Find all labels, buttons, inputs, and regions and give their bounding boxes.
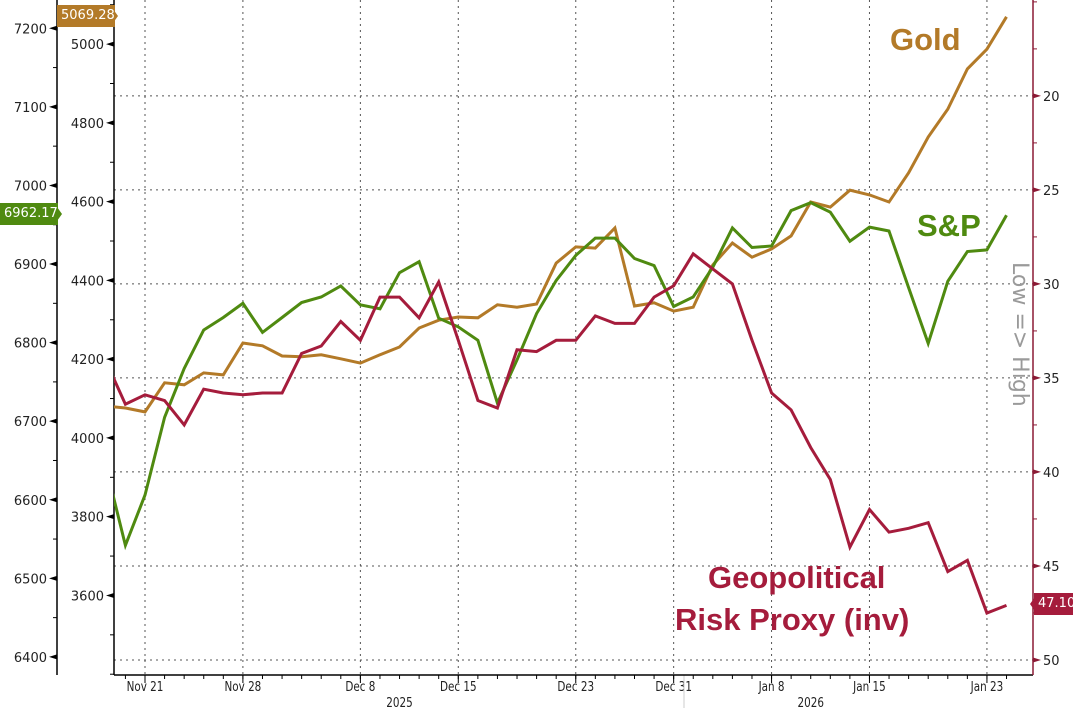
right-axis-title: Low => High — [1007, 262, 1032, 407]
x-year-label: 2026 — [797, 695, 823, 708]
gold-tick-label: 5000 — [71, 38, 104, 53]
series-line-gold — [114, 16, 1008, 414]
risk-series-label-line1: Geopolitical — [708, 560, 886, 595]
x-tick-label: Jan 15 — [852, 679, 885, 694]
gold-tick-label: 4400 — [71, 274, 104, 289]
gold-major-tick — [106, 277, 114, 283]
sp-tick-label: 6600 — [14, 494, 47, 509]
series-line-sp — [114, 201, 1008, 551]
risk-major-tick — [1033, 187, 1041, 193]
x-tick-label: Dec 23 — [557, 679, 594, 694]
risk-major-tick — [1033, 281, 1041, 287]
x-tick-label: Nov 21 — [127, 679, 164, 694]
gold-last-value-tag: 5069.28 — [57, 5, 115, 27]
sp-major-tick — [49, 182, 57, 188]
sp-major-tick — [49, 418, 57, 424]
risk-major-tick — [1033, 563, 1041, 569]
sp-tag-pointer — [57, 207, 62, 221]
gold-major-tick — [106, 435, 114, 441]
risk-tick-label: 45 — [1043, 560, 1060, 575]
risk-major-tick — [1033, 375, 1041, 381]
gold-major-tick — [106, 41, 114, 47]
sp-last-value-tag: 6962.17 — [0, 203, 58, 225]
sp-tick-label: 6900 — [14, 258, 47, 273]
gold-major-tick — [106, 199, 114, 205]
x-tick-label: Dec 31 — [655, 679, 692, 694]
sp-series-label: S&P — [917, 208, 981, 243]
gold-major-tick — [106, 592, 114, 598]
risk-major-tick — [1033, 93, 1041, 99]
sp-major-tick — [49, 575, 57, 581]
sp-major-tick — [49, 261, 57, 267]
x-tick-label: Dec 8 — [345, 679, 375, 694]
gold-tick-label: 4600 — [71, 196, 104, 211]
risk-tick-label: 30 — [1043, 278, 1060, 293]
gold-tick-label: 4800 — [71, 117, 104, 132]
risk-last-value-tag: 47.10 — [1034, 593, 1073, 615]
gold-major-tick — [106, 120, 114, 126]
sp-major-tick — [49, 25, 57, 31]
risk-major-tick — [1033, 469, 1041, 475]
gold-tick-label: 3600 — [71, 589, 104, 604]
gold-tick-label: 3800 — [71, 511, 104, 526]
sp-tick-label: 6400 — [14, 651, 47, 666]
sp-major-tick — [49, 497, 57, 503]
gold-major-tick — [106, 514, 114, 520]
sp-major-tick — [49, 654, 57, 660]
gold-tick-label: 4000 — [71, 432, 104, 447]
sp-tick-label: 7200 — [14, 22, 47, 37]
sp-tick-label: 7100 — [14, 101, 47, 116]
x-tick-label: Jan 23 — [970, 679, 1003, 694]
risk-tick-label: 35 — [1043, 372, 1060, 387]
sp-tick-label: 6700 — [14, 415, 47, 430]
x-tick-label: Jan 8 — [758, 679, 785, 694]
risk-tick-label: 40 — [1043, 466, 1060, 481]
risk-tick-label: 50 — [1043, 654, 1060, 669]
sp-tick-label: 6500 — [14, 572, 47, 587]
risk-major-tick — [1033, 657, 1041, 663]
x-tick-label: Nov 28 — [224, 679, 261, 694]
risk-tick-label: 25 — [1043, 184, 1060, 199]
risk-series-label-line2: Risk Proxy (inv) — [675, 602, 910, 637]
risk-tag-pointer — [1030, 597, 1035, 611]
risk-tick-label: 20 — [1043, 90, 1060, 105]
sp-major-tick — [49, 340, 57, 346]
gold-major-tick — [106, 356, 114, 362]
sp-major-tick — [49, 104, 57, 110]
x-tick-label: Dec 15 — [440, 679, 477, 694]
sp-tick-label: 7000 — [14, 179, 47, 194]
series-line-risk — [114, 251, 1008, 615]
sp-tick-label: 6800 — [14, 337, 47, 352]
gold-tick-label: 4200 — [71, 353, 104, 368]
x-year-label: 2025 — [386, 695, 412, 708]
gold-series-label: Gold — [890, 22, 961, 57]
